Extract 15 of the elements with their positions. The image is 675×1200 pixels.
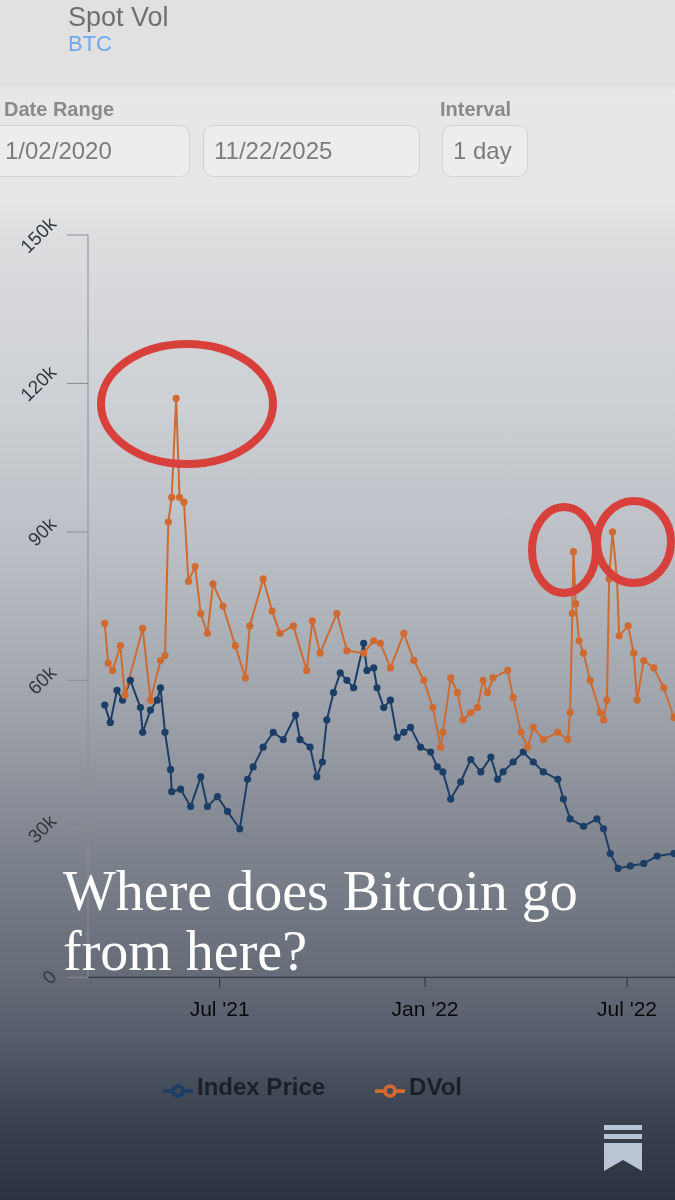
- input-field: 1 day: [442, 125, 528, 177]
- chart-subtitle: BTC: [68, 31, 112, 57]
- y-tick-label: 30k: [23, 810, 61, 848]
- input-field: 11/22/2025: [203, 125, 420, 177]
- x-tick-label: Jul '21: [189, 997, 250, 1021]
- annotation: Where does Bitcoin go from here?: [63, 860, 579, 982]
- chart-title: Spot Vol: [68, 2, 169, 33]
- x-tick-label: Jul '22: [596, 997, 658, 1021]
- input-field: 1/02/2020: [0, 125, 190, 177]
- text: Date Range: [4, 98, 115, 121]
- text: Interval: [440, 98, 512, 121]
- y-tick-label: 0: [38, 966, 61, 989]
- y-tick-label: 60k: [23, 661, 61, 699]
- y-tick-label: 90k: [23, 513, 61, 551]
- x-tick-label: Jan '22: [391, 997, 459, 1021]
